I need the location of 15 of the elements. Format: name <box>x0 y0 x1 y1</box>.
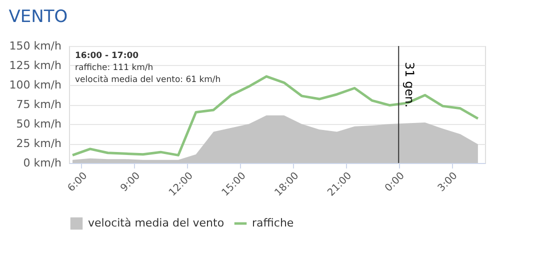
annotation: raffiche: 111 km/h <box>75 63 154 73</box>
y-tick-label: 100 km/h <box>9 78 62 92</box>
legend-label: raffiche <box>252 216 294 230</box>
y-tick-label: 0 km/h <box>23 156 62 170</box>
y-tick-label: 25 km/h <box>16 137 62 150</box>
y-tick-label: 125 km/h <box>9 59 62 72</box>
y-tick-label: 50 km/h <box>16 118 62 130</box>
y-tick-label: 75 km/h <box>16 98 62 111</box>
ref-line-label: 31 gen. <box>402 62 417 108</box>
annotation: 16:00 - 17:00 <box>75 51 139 61</box>
legend-label: velocità media del vento <box>88 216 224 230</box>
y-tick-label: 150 km/h <box>9 40 62 52</box>
annotation: velocità media del vento: 61 km/h <box>75 75 221 85</box>
line-series <box>71 75 480 156</box>
chart-title: VENTO <box>8 7 68 27</box>
